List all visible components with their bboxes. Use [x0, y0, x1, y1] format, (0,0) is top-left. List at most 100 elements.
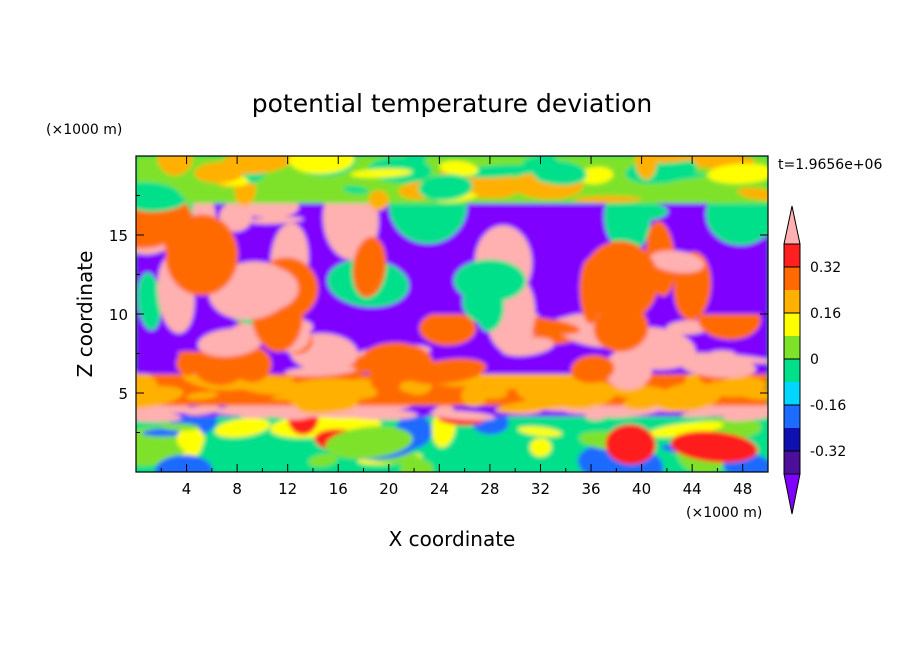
x-tick-label: 4 [182, 480, 192, 498]
x-axis: 4 8 12 16 20 24 28 32 36 40 44 48 [160, 156, 752, 498]
contour-blob [176, 426, 205, 452]
x-tick-label: 44 [683, 480, 702, 498]
colorbar-segment [784, 382, 800, 405]
contour-blob [154, 454, 213, 472]
contour-blob [461, 384, 488, 407]
contour-blob [368, 190, 389, 211]
contour-blob [297, 387, 318, 399]
heatmap-field [136, 156, 768, 472]
contour-blob [570, 354, 615, 384]
contour-blob [429, 410, 496, 421]
contour-blob [737, 187, 768, 201]
contour-blob [642, 389, 663, 401]
x-tick-label: 36 [581, 480, 600, 498]
x-tick-label: 48 [733, 480, 752, 498]
colorbar-segment [784, 451, 800, 474]
contour-blob [418, 174, 473, 201]
contour-blob [517, 426, 563, 437]
colorbar-min-extension [783, 473, 801, 515]
contour-blob [219, 201, 253, 232]
contour-blob [352, 236, 387, 298]
x-tick-label: 32 [531, 480, 550, 498]
colorbar: 0.32 0.16 0 -0.16 -0.32 [783, 205, 846, 515]
contour-blob [711, 376, 766, 398]
y-tick-label: 5 [118, 385, 128, 403]
x-tick-label: 40 [632, 480, 651, 498]
contour-blob [400, 458, 434, 472]
contour-blob [231, 346, 272, 383]
contour-blob [573, 195, 642, 203]
y-axis-label: Z coordinate [73, 251, 97, 378]
x-tick-label: 28 [480, 480, 499, 498]
contour-blob [136, 426, 188, 466]
chart-title: potential temperature deviation [252, 89, 652, 118]
contour-blob [194, 162, 245, 184]
contour-blob [325, 426, 413, 459]
x-unit-label: (×1000 m) [686, 505, 762, 521]
contour-blob [157, 156, 193, 176]
contour-blob [445, 377, 499, 387]
colorbar-segment [784, 359, 800, 382]
contour-blob [577, 166, 614, 185]
x-tick-label: 12 [278, 480, 297, 498]
y-tick-label: 15 [109, 227, 128, 245]
contour-blob [288, 156, 355, 174]
contour-blob [723, 408, 768, 422]
contour-blobs [136, 156, 768, 472]
contour-blob [158, 423, 200, 431]
contour-blob [214, 418, 271, 438]
contour-blob [681, 404, 760, 418]
contour-blob [707, 163, 768, 184]
contour-blob [635, 156, 657, 180]
colorbar-tick-label: 0 [810, 352, 819, 368]
contour-blob [343, 378, 372, 388]
contour-blob [462, 280, 500, 323]
contour-blob [197, 328, 263, 357]
x-axis-label: X coordinate [389, 527, 516, 551]
contour-blob [186, 391, 219, 400]
contour-blob [419, 311, 477, 346]
colorbar-tick-label: 0.32 [810, 260, 841, 276]
contour-blob [137, 272, 162, 331]
x-tick-label: 16 [329, 480, 348, 498]
colorbar-tick-label: 0.16 [810, 306, 841, 322]
contour-blob [248, 216, 304, 224]
contour-blob [136, 386, 184, 410]
contour-blob [350, 168, 413, 178]
colorbar-segment [784, 313, 800, 336]
contour-blob [582, 240, 659, 322]
contour-blob [605, 424, 656, 465]
contour-blob [184, 405, 220, 416]
contour-blob [136, 371, 158, 397]
contour-blob [136, 407, 182, 423]
contour-blob [529, 438, 552, 457]
x-tick-label: 20 [379, 480, 398, 498]
contour-blob [670, 431, 758, 463]
contour-blob [308, 453, 338, 467]
colorbar-segment [784, 290, 800, 313]
colorbar-max-extension [783, 205, 801, 245]
colorbar-segment [784, 244, 800, 267]
contour-blob [647, 421, 724, 438]
contour-blob [136, 182, 182, 210]
colorbar-tick-label: -0.32 [810, 444, 846, 460]
contour-blob [165, 214, 239, 296]
contour-blob [623, 397, 659, 410]
contour-blob [404, 156, 427, 167]
y-tick-label: 10 [109, 306, 128, 324]
colorbar-segment [784, 428, 800, 451]
contour-blob [439, 160, 479, 176]
x-tick-label: 24 [430, 480, 449, 498]
x-tick-label: 8 [232, 480, 242, 498]
contour-blob [531, 160, 587, 186]
contour-blob [710, 350, 736, 357]
contour-blob [458, 164, 541, 178]
contour-blob [654, 382, 723, 412]
contour-blob [495, 396, 582, 413]
contour-blob [579, 258, 601, 325]
colorbar-tick-label: -0.16 [810, 398, 846, 414]
y-unit-label: (×1000 m) [46, 122, 122, 138]
time-label: t=1.9656e+06 [778, 157, 882, 173]
contour-blob [342, 185, 369, 195]
